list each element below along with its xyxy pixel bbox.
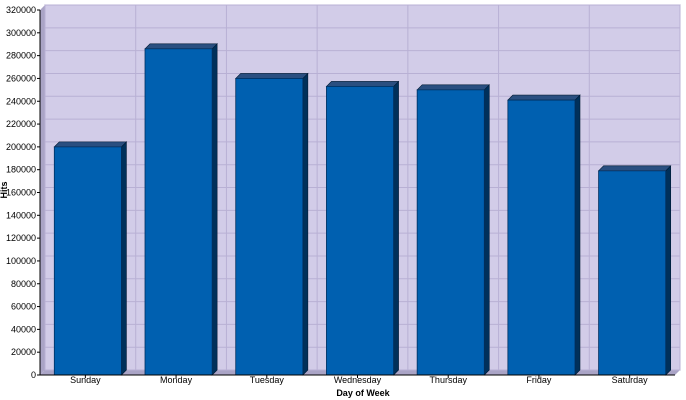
- y-axis-title: Hits: [0, 181, 9, 198]
- bar-top: [597, 165, 672, 172]
- y-tick-label: 0: [31, 370, 36, 380]
- y-tick-label: 120000: [6, 233, 36, 243]
- y-tick-label: 320000: [6, 5, 36, 15]
- y-tick-label: 20000: [11, 347, 36, 357]
- left-wall: [40, 5, 45, 375]
- bar-top: [234, 73, 309, 79]
- bar-front: [326, 86, 394, 376]
- y-tick-label: 200000: [6, 142, 36, 152]
- y-tick-label: 160000: [6, 188, 36, 198]
- bar-sunday: [53, 141, 128, 376]
- bars: [53, 43, 672, 376]
- bar-thursday: [416, 84, 491, 376]
- bar-friday: [507, 94, 581, 376]
- bar-top: [53, 141, 128, 148]
- y-tick-label: 280000: [6, 51, 36, 61]
- bar-front: [416, 89, 485, 376]
- bar-front: [235, 78, 304, 376]
- x-tick-label: Friday: [526, 375, 552, 385]
- bar-front: [144, 48, 213, 376]
- bar-front: [53, 146, 122, 376]
- bar-top: [144, 43, 218, 50]
- x-axis-title: Day of Week: [336, 388, 390, 398]
- axes: 0 20000 40000 60000 80000 100000 120000 140000 1…: [6, 5, 675, 385]
- bar-side: [211, 43, 218, 376]
- y-tick-label: 140000: [6, 210, 36, 220]
- x-tick-label: Monday: [160, 375, 193, 385]
- bar-front: [598, 170, 667, 376]
- bar-saturday: [597, 165, 672, 376]
- bar-side: [574, 94, 581, 376]
- y-tick-label: 300000: [6, 28, 36, 38]
- y-tick-label: 80000: [11, 279, 36, 289]
- bar-tuesday: [234, 72, 309, 376]
- bar-monday: [144, 43, 218, 376]
- y-tick-label: 100000: [6, 256, 36, 266]
- x-tick-label: Sunday: [70, 375, 101, 385]
- x-tick-label: Thursday: [429, 375, 467, 385]
- bar-side: [483, 84, 490, 376]
- y-tick-label: 60000: [11, 302, 36, 312]
- y-tick-label: 240000: [6, 96, 36, 106]
- y-tick-label: 220000: [6, 119, 36, 129]
- bar-side: [302, 72, 309, 376]
- bar-side: [665, 165, 672, 376]
- bar-front: [507, 99, 576, 376]
- bar-side: [393, 80, 399, 376]
- y-tick-label: 260000: [6, 73, 36, 83]
- bar-wednesday: [325, 80, 400, 376]
- x-tick-label: Tuesday: [250, 375, 285, 385]
- x-tick-label: Wednesday: [334, 375, 382, 385]
- y-tick-label: 180000: [6, 165, 36, 175]
- bar-top: [507, 94, 581, 101]
- bar-top: [325, 81, 400, 87]
- x-tick-label: Saturday: [612, 375, 649, 385]
- y-tick-label: 40000: [11, 324, 36, 334]
- bar-top: [416, 84, 491, 91]
- bar-side: [121, 141, 127, 376]
